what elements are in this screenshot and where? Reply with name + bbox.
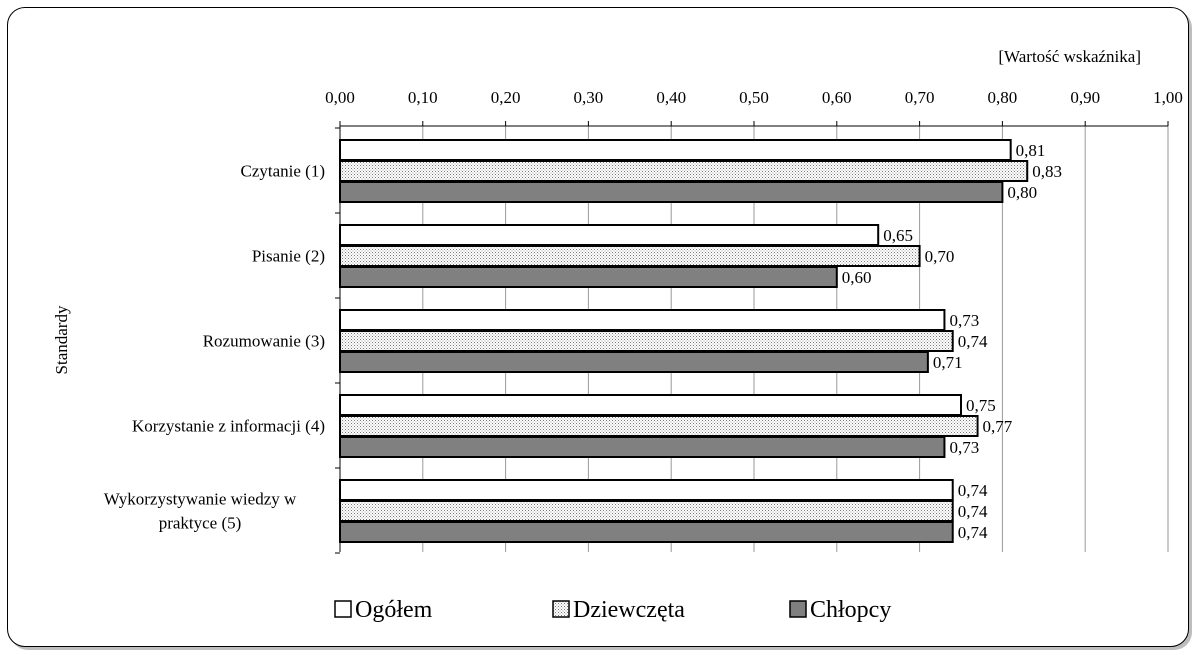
legend-swatch-dziewczęta xyxy=(552,600,570,618)
bar-chłopcy xyxy=(339,521,954,543)
x-tick-label: 1,00 xyxy=(1153,88,1183,107)
bar-value-label: 0,80 xyxy=(1007,183,1037,202)
bar-ogółem xyxy=(339,394,962,416)
bar-value-label: 0,70 xyxy=(925,247,955,266)
bar-value-label: 0,74 xyxy=(958,502,988,521)
bar-value-label: 0,83 xyxy=(1032,162,1062,181)
legend-swatch-chłopcy xyxy=(789,600,807,618)
bar-value-label: 0,81 xyxy=(1016,141,1046,160)
bar-ogółem xyxy=(339,479,954,501)
bar-value-label: 0,73 xyxy=(949,311,979,330)
category-label: Korzystanie z informacji (4) xyxy=(132,417,325,436)
category-label: praktyce (5) xyxy=(159,514,242,533)
legend-label: Dziewczęta xyxy=(573,597,685,623)
x-tick-label: 0,00 xyxy=(325,88,355,107)
bar-value-label: 0,77 xyxy=(983,417,1013,436)
labels: [Wartość wskaźnika] 0,00 0,10 0,20 0,30 0,40 0… xyxy=(52,47,1183,542)
legend-label: Chłopcy xyxy=(810,597,891,623)
bar-value-label: 0,73 xyxy=(949,438,979,457)
x-tick-label: 0,40 xyxy=(656,88,686,107)
bar-value-label: 0,74 xyxy=(958,332,988,351)
bar-value-label: 0,75 xyxy=(966,396,996,415)
bar-value-label: 0,74 xyxy=(958,523,988,542)
bar-chłopcy xyxy=(339,266,838,288)
y-axis-title: Standardy xyxy=(52,305,71,374)
legend-swatch-ogółem xyxy=(334,600,352,618)
category-label: Wykorzystywanie wiedzy w xyxy=(104,490,297,509)
bar-chłopcy xyxy=(339,181,1004,203)
x-tick-label: 0,90 xyxy=(1070,88,1100,107)
bar-ogółem xyxy=(339,309,946,331)
x-tick-label: 0,70 xyxy=(905,88,935,107)
bar-ogółem xyxy=(339,139,1012,161)
bar-dziewczęta xyxy=(339,415,979,437)
x-tick-label: 0,10 xyxy=(408,88,438,107)
bar-dziewczęta xyxy=(339,245,921,267)
bar-dziewczęta xyxy=(339,160,1029,182)
legend-label: Ogółem xyxy=(355,597,433,623)
bar-dziewczęta xyxy=(339,330,954,352)
x-tick-label: 0,60 xyxy=(822,88,852,107)
bar-value-label: 0,71 xyxy=(933,353,963,372)
category-label: Rozumowanie (3) xyxy=(203,332,325,351)
x-tick-label: 0,80 xyxy=(988,88,1018,107)
bar-chłopcy xyxy=(339,436,946,458)
category-label: Czytanie (1) xyxy=(241,162,326,181)
x-tick-label: 0,20 xyxy=(491,88,521,107)
legend: Ogółem Dziewczęta Chłopcy xyxy=(334,597,891,623)
x-tick-label: 0,50 xyxy=(739,88,769,107)
unit-label: [Wartość wskaźnika] xyxy=(998,47,1141,66)
bar-chłopcy xyxy=(339,351,929,373)
bar-value-label: 0,60 xyxy=(842,268,872,287)
x-tick-label: 0,30 xyxy=(574,88,604,107)
bar-ogółem xyxy=(339,224,880,246)
bar-value-label: 0,65 xyxy=(883,226,913,245)
bars xyxy=(339,139,1029,543)
bar-value-label: 0,74 xyxy=(958,481,988,500)
category-label: Pisanie (2) xyxy=(252,247,325,266)
bar-dziewczęta xyxy=(339,500,954,522)
